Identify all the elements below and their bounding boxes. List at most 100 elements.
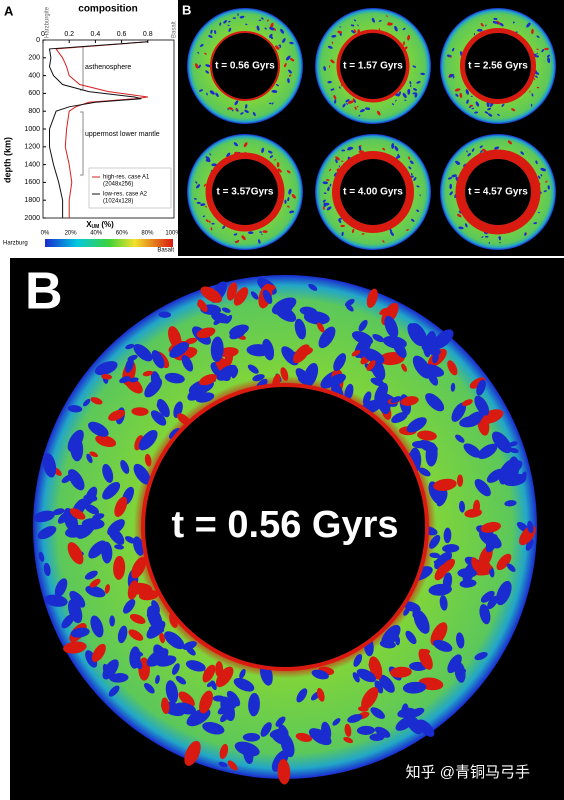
y-tick-label: 1000 <box>24 126 40 133</box>
blob <box>90 615 104 638</box>
blob <box>466 150 468 153</box>
blob <box>421 343 441 356</box>
blob <box>67 429 84 452</box>
blob <box>487 107 492 111</box>
blob <box>316 687 325 702</box>
core-boundary <box>460 28 536 104</box>
time-label: t = 1.57 Gyrs <box>343 61 403 72</box>
blob <box>497 22 499 25</box>
core <box>465 33 531 99</box>
blob <box>422 364 445 377</box>
blob <box>545 180 548 183</box>
blob <box>233 677 255 692</box>
blob <box>286 170 291 174</box>
blob <box>456 162 459 165</box>
end-label: Basalt <box>172 21 178 38</box>
blob <box>347 714 363 723</box>
blob <box>222 225 226 229</box>
blob <box>144 453 152 467</box>
y-tick-label: 1200 <box>24 144 40 151</box>
blob <box>447 360 458 376</box>
blob <box>344 723 352 737</box>
blob <box>402 681 427 694</box>
blob <box>296 688 308 703</box>
blob <box>447 654 462 674</box>
blob <box>443 527 452 544</box>
blob <box>158 311 172 318</box>
colorbar-tick-label: 100% <box>165 231 181 237</box>
blob <box>330 88 335 91</box>
blob <box>288 74 292 77</box>
blob <box>42 453 57 478</box>
blob <box>529 90 531 93</box>
blob <box>338 218 342 224</box>
blob <box>374 382 388 404</box>
blob <box>318 326 336 349</box>
panel-label: B <box>25 263 63 321</box>
blob <box>171 663 180 675</box>
blob <box>242 732 261 742</box>
blob <box>89 451 98 458</box>
blob <box>280 28 285 34</box>
blob <box>125 343 135 350</box>
blob <box>38 551 45 562</box>
data-line <box>55 41 148 218</box>
blob <box>233 233 238 236</box>
blob <box>351 30 355 34</box>
blob <box>178 691 195 707</box>
blob <box>86 453 93 464</box>
blob <box>169 342 189 358</box>
blob <box>358 150 365 153</box>
blob <box>414 328 422 338</box>
blob <box>202 722 225 735</box>
blob <box>246 344 271 357</box>
blob <box>543 190 547 193</box>
blob <box>378 352 405 366</box>
blob <box>535 160 538 165</box>
blob <box>449 183 453 190</box>
blob <box>202 215 206 218</box>
blob <box>351 350 361 357</box>
blob <box>245 104 248 109</box>
blob <box>341 231 344 237</box>
blob <box>526 22 531 28</box>
blob <box>57 511 71 524</box>
blob <box>459 579 477 588</box>
blob <box>220 696 235 722</box>
blob <box>485 24 487 27</box>
data-line <box>48 41 148 218</box>
blob <box>378 28 380 31</box>
blob <box>408 166 412 170</box>
blob <box>271 102 274 105</box>
blob <box>228 27 232 32</box>
blob <box>459 92 463 98</box>
blob <box>293 344 310 364</box>
blob <box>352 672 360 683</box>
blob <box>488 241 491 244</box>
blob <box>151 350 165 369</box>
blob <box>129 377 139 383</box>
core <box>212 159 278 225</box>
blob <box>356 668 377 683</box>
blob <box>381 624 401 648</box>
blob <box>205 64 211 68</box>
blob <box>459 500 465 513</box>
blob <box>322 199 326 203</box>
blob <box>262 289 273 304</box>
blob <box>340 160 344 162</box>
blob <box>476 28 483 32</box>
blob <box>341 149 346 152</box>
blob <box>506 563 516 572</box>
blob <box>244 109 249 113</box>
blob <box>95 434 117 448</box>
blob <box>219 22 222 26</box>
blob <box>409 160 414 165</box>
blob <box>259 231 263 233</box>
x-tick-label: 0 <box>41 31 45 38</box>
blob <box>447 177 452 180</box>
blob <box>448 73 455 78</box>
blob <box>120 459 130 474</box>
blob <box>455 160 461 165</box>
blob <box>248 692 260 717</box>
blob <box>284 199 287 204</box>
